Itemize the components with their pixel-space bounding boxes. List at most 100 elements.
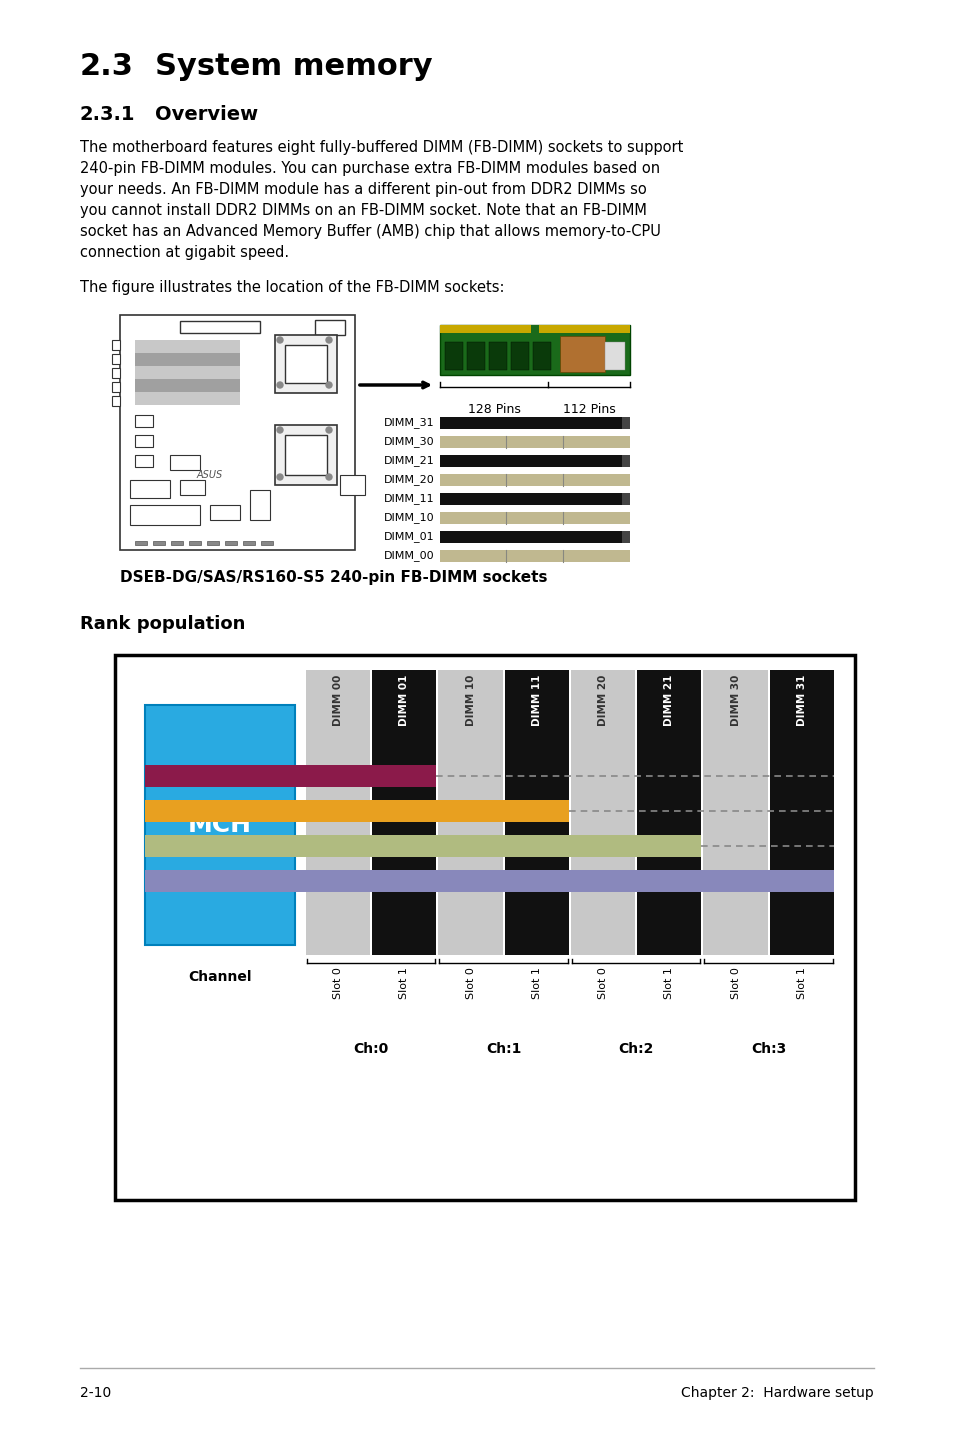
Text: DIMM 00: DIMM 00 <box>333 674 343 726</box>
Text: Ch:3: Ch:3 <box>750 1043 785 1055</box>
Text: DIMM 31: DIMM 31 <box>796 674 806 726</box>
Bar <box>210 505 240 521</box>
Text: 2.3.1: 2.3.1 <box>80 105 135 124</box>
Text: Rank population: Rank population <box>80 615 245 633</box>
Text: DIMM 20: DIMM 20 <box>598 674 607 726</box>
Text: DIMM_01: DIMM_01 <box>384 532 435 542</box>
Circle shape <box>326 475 332 480</box>
Text: DIMM 21: DIMM 21 <box>663 674 674 726</box>
Text: 2.3: 2.3 <box>80 52 133 81</box>
Text: Slot 0: Slot 0 <box>598 966 607 999</box>
Circle shape <box>326 336 332 344</box>
Bar <box>243 541 254 545</box>
Bar <box>559 336 604 372</box>
Text: Ch:0: Ch:0 <box>354 1043 389 1055</box>
Bar <box>285 345 327 383</box>
Bar <box>130 505 200 525</box>
Circle shape <box>276 336 283 344</box>
Bar <box>180 321 260 334</box>
Text: DIMM 01: DIMM 01 <box>399 674 409 726</box>
Text: DIMM 30: DIMM 30 <box>730 674 740 726</box>
Bar <box>135 454 152 467</box>
Text: you cannot install DDR2 DIMMs on an FB-DIMM socket. Note that an FB-DIMM: you cannot install DDR2 DIMMs on an FB-D… <box>80 203 646 219</box>
Bar <box>439 454 629 467</box>
Text: DSEB-DG/SAS/RS160-S5 240-pin FB-DIMM sockets: DSEB-DG/SAS/RS160-S5 240-pin FB-DIMM soc… <box>120 569 547 585</box>
Bar <box>769 670 833 955</box>
Bar <box>621 531 629 544</box>
Text: Overview: Overview <box>154 105 258 124</box>
Bar <box>533 342 551 370</box>
Text: DIMM_21: DIMM_21 <box>384 456 435 466</box>
Text: 2-10: 2-10 <box>80 1386 112 1401</box>
Text: Slot 1: Slot 1 <box>399 966 409 999</box>
Bar <box>439 436 629 449</box>
Bar <box>439 325 629 375</box>
Bar <box>261 541 273 545</box>
Bar <box>112 354 120 364</box>
Bar <box>285 436 327 475</box>
Bar <box>171 541 183 545</box>
Text: DIMM_00: DIMM_00 <box>384 551 435 561</box>
Bar <box>621 417 629 429</box>
Bar <box>439 549 629 562</box>
Text: Ch:1: Ch:1 <box>485 1043 521 1055</box>
Text: The motherboard features eight fully-buffered DIMM (FB-DIMM) sockets to support: The motherboard features eight fully-buf… <box>80 139 682 155</box>
Bar <box>511 342 529 370</box>
Bar <box>274 335 336 393</box>
Bar <box>180 480 205 495</box>
Text: DIMM_10: DIMM_10 <box>384 512 435 523</box>
Bar <box>145 835 700 857</box>
Bar <box>489 342 506 370</box>
Text: DIMM_20: DIMM_20 <box>384 475 435 486</box>
Bar <box>112 339 120 349</box>
Bar <box>274 426 336 485</box>
Bar <box>439 475 629 486</box>
Bar <box>145 800 568 823</box>
Bar <box>135 352 240 367</box>
Circle shape <box>326 383 332 388</box>
Bar <box>112 395 120 406</box>
Text: DIMM_31: DIMM_31 <box>384 417 435 429</box>
Bar <box>135 380 240 393</box>
Text: 128 Pins: 128 Pins <box>467 403 520 416</box>
Text: socket has an Advanced Memory Buffer (AMB) chip that allows memory-to-CPU: socket has an Advanced Memory Buffer (AM… <box>80 224 660 239</box>
Bar <box>439 531 629 544</box>
Text: DIMM 10: DIMM 10 <box>465 674 476 726</box>
Text: System memory: System memory <box>154 52 432 81</box>
Circle shape <box>276 383 283 388</box>
Bar <box>438 670 502 955</box>
Bar <box>504 670 568 955</box>
Text: The figure illustrates the location of the FB-DIMM sockets:: The figure illustrates the location of t… <box>80 280 504 295</box>
Bar <box>702 670 767 955</box>
Text: DIMM 11: DIMM 11 <box>532 674 541 726</box>
Bar <box>145 765 436 787</box>
Bar <box>152 541 165 545</box>
Text: Slot 0: Slot 0 <box>730 966 740 999</box>
Bar <box>621 493 629 505</box>
Circle shape <box>276 427 283 433</box>
Text: your needs. An FB-DIMM module has a different pin-out from DDR2 DIMMs so: your needs. An FB-DIMM module has a diff… <box>80 183 646 197</box>
Bar <box>637 670 700 955</box>
Text: ASUS: ASUS <box>196 470 223 480</box>
Text: Slot 1: Slot 1 <box>663 966 674 999</box>
Bar <box>130 480 170 498</box>
Text: Ch:2: Ch:2 <box>618 1043 653 1055</box>
Text: Slot 1: Slot 1 <box>796 966 806 999</box>
Circle shape <box>326 427 332 433</box>
Bar <box>444 342 462 370</box>
Bar <box>339 475 365 495</box>
Text: DIMM_11: DIMM_11 <box>384 493 435 505</box>
Bar <box>145 705 294 945</box>
Bar <box>372 670 436 955</box>
Text: 112 Pins: 112 Pins <box>562 403 615 416</box>
Circle shape <box>276 475 283 480</box>
Bar <box>571 670 635 955</box>
Bar <box>135 541 147 545</box>
Bar <box>250 490 270 521</box>
Bar <box>135 436 152 447</box>
Bar <box>604 342 624 370</box>
Bar <box>314 321 345 335</box>
Bar <box>115 654 854 1199</box>
Bar <box>120 315 355 549</box>
Bar <box>170 454 200 470</box>
